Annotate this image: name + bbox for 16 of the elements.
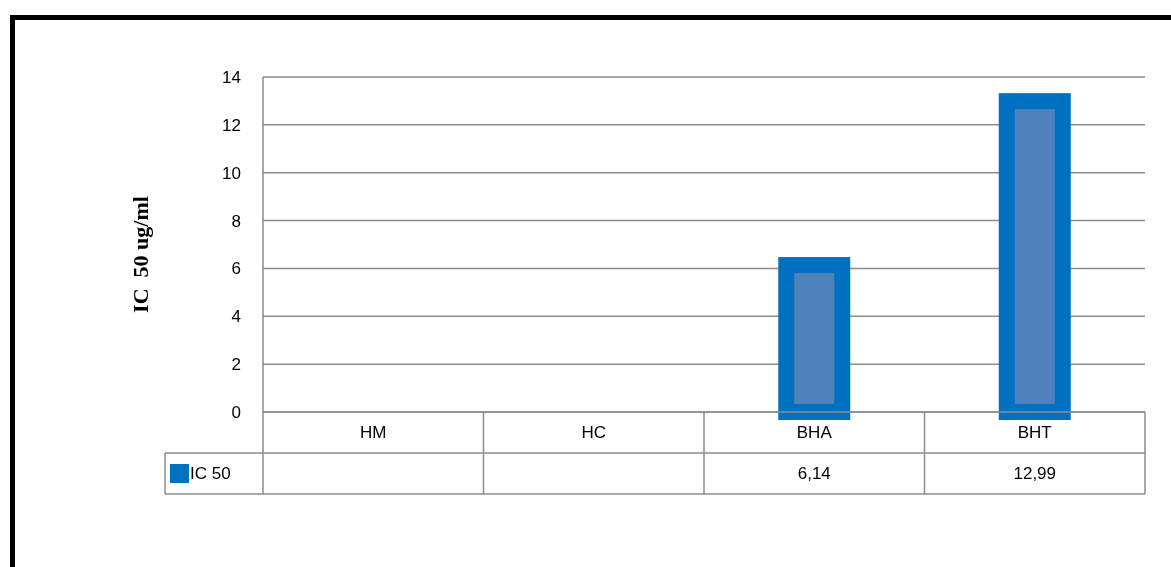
data-label: 12,99: [1013, 464, 1057, 484]
x-tick-label: BHT: [1017, 423, 1052, 443]
y-axis-title: IC 50 ug/ml: [128, 196, 153, 313]
y-tick-label: 0: [231, 402, 241, 422]
x-tick-label: BHA: [796, 423, 833, 443]
y-tick-label: 4: [231, 307, 241, 327]
y-tick-label: 12: [222, 115, 241, 135]
y-tick-label: 14: [222, 67, 241, 87]
text: IC 50: [190, 464, 231, 484]
y-tick-label: 2: [231, 355, 241, 375]
data-label: 6,14: [797, 464, 831, 484]
x-tick-label: HM: [360, 423, 387, 443]
y-tick-label: 6: [231, 259, 241, 279]
y-tick-label: 10: [222, 163, 241, 183]
x-tick-label: HC: [581, 423, 607, 443]
y-tick-label: 8: [231, 211, 241, 231]
